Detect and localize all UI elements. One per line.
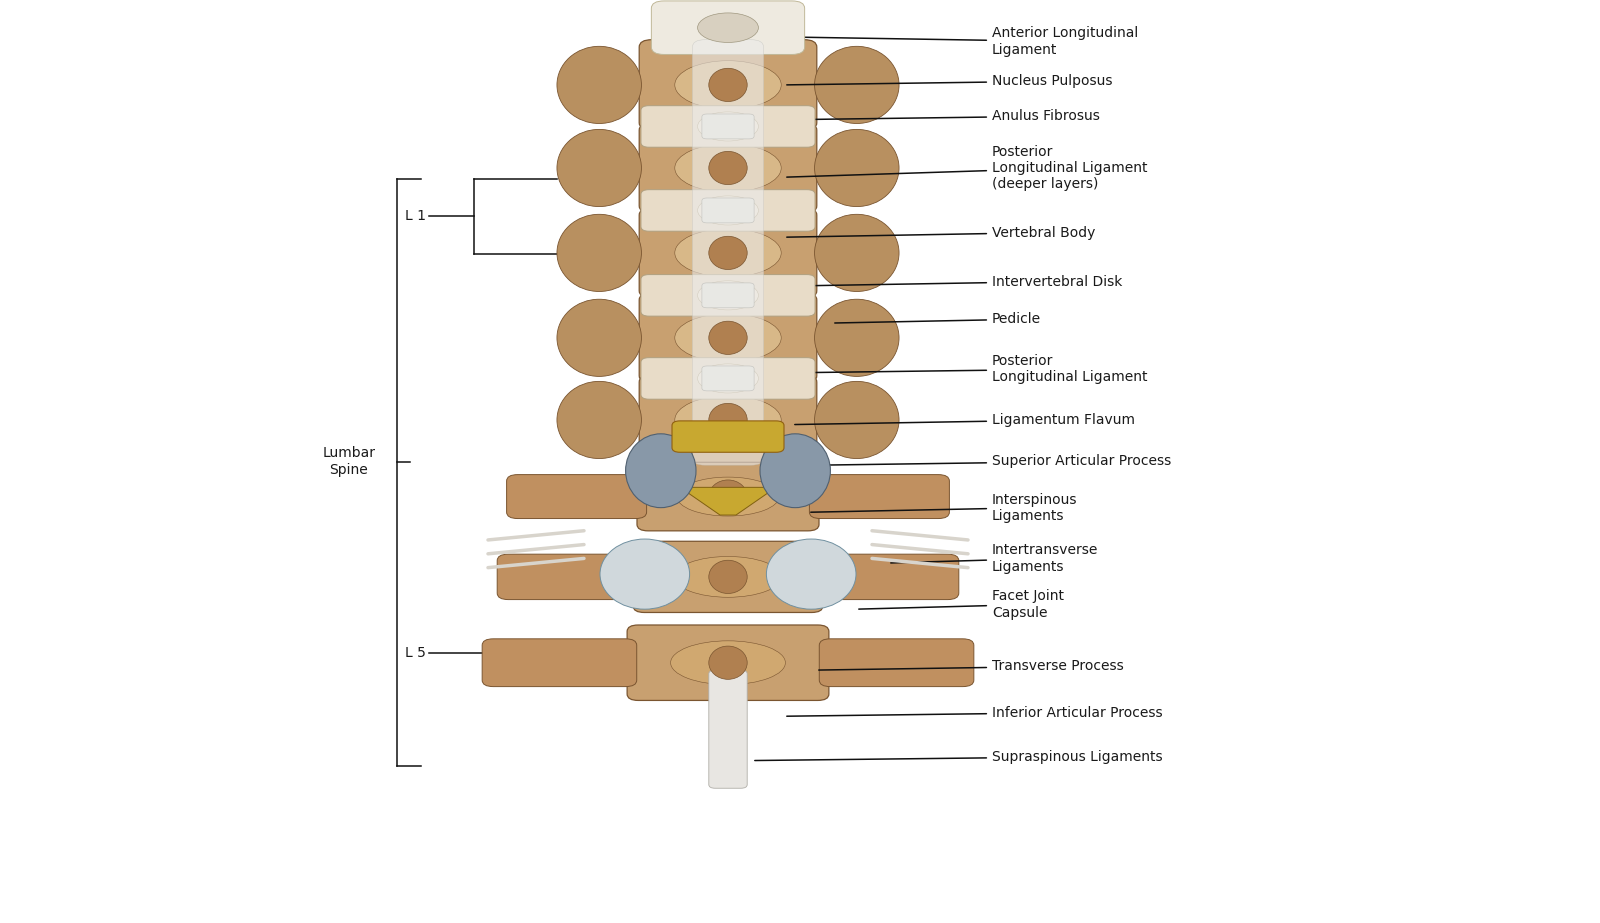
Ellipse shape xyxy=(814,299,899,377)
Ellipse shape xyxy=(814,381,899,459)
Ellipse shape xyxy=(698,364,758,393)
Text: Inferior Articular Process: Inferior Articular Process xyxy=(787,705,1163,720)
Text: L 5: L 5 xyxy=(405,646,426,661)
Ellipse shape xyxy=(675,144,781,192)
Text: Ligamentum Flavum: Ligamentum Flavum xyxy=(795,413,1134,427)
Ellipse shape xyxy=(814,214,899,292)
Text: Supraspinous Ligaments: Supraspinous Ligaments xyxy=(755,749,1163,764)
Text: Nucleus Pulposus: Nucleus Pulposus xyxy=(787,74,1112,89)
Ellipse shape xyxy=(675,557,781,597)
Text: Intervertebral Disk: Intervertebral Disk xyxy=(787,274,1122,289)
Ellipse shape xyxy=(709,151,747,185)
FancyBboxPatch shape xyxy=(640,123,818,213)
Text: Interspinous
Ligaments: Interspinous Ligaments xyxy=(811,493,1077,522)
Ellipse shape xyxy=(675,61,781,109)
Ellipse shape xyxy=(675,396,781,444)
Text: Facet Joint
Capsule: Facet Joint Capsule xyxy=(859,590,1064,619)
FancyBboxPatch shape xyxy=(702,114,754,138)
Ellipse shape xyxy=(814,46,899,124)
FancyBboxPatch shape xyxy=(507,474,646,519)
FancyBboxPatch shape xyxy=(813,554,958,600)
FancyBboxPatch shape xyxy=(810,474,949,519)
Ellipse shape xyxy=(698,13,758,42)
FancyBboxPatch shape xyxy=(666,4,790,469)
Ellipse shape xyxy=(709,236,747,270)
Ellipse shape xyxy=(698,281,758,310)
FancyBboxPatch shape xyxy=(672,421,784,452)
Ellipse shape xyxy=(766,539,856,609)
Ellipse shape xyxy=(675,229,781,277)
FancyBboxPatch shape xyxy=(640,40,818,130)
Ellipse shape xyxy=(670,641,786,685)
Text: Posterior
Longitudinal Ligament: Posterior Longitudinal Ligament xyxy=(787,354,1147,384)
Text: Posterior
Longitudinal Ligament
(deeper layers): Posterior Longitudinal Ligament (deeper … xyxy=(787,145,1147,191)
Text: Transverse Process: Transverse Process xyxy=(819,659,1123,674)
Ellipse shape xyxy=(557,46,642,124)
Text: Anterior Longitudinal
Ligament: Anterior Longitudinal Ligament xyxy=(787,27,1138,56)
Ellipse shape xyxy=(557,129,642,207)
Ellipse shape xyxy=(709,68,747,102)
Ellipse shape xyxy=(698,112,758,141)
Ellipse shape xyxy=(709,480,747,513)
Text: Superior Articular Process: Superior Articular Process xyxy=(819,454,1171,469)
Ellipse shape xyxy=(709,321,747,354)
Text: L 1: L 1 xyxy=(405,210,426,223)
FancyBboxPatch shape xyxy=(640,375,818,465)
Ellipse shape xyxy=(760,434,830,508)
Ellipse shape xyxy=(626,434,696,508)
FancyBboxPatch shape xyxy=(637,462,819,531)
FancyBboxPatch shape xyxy=(634,541,822,613)
FancyBboxPatch shape xyxy=(702,366,754,391)
Polygon shape xyxy=(680,487,776,515)
Ellipse shape xyxy=(600,539,690,609)
FancyBboxPatch shape xyxy=(702,282,754,307)
Ellipse shape xyxy=(557,214,642,292)
FancyBboxPatch shape xyxy=(498,554,643,600)
Ellipse shape xyxy=(675,314,781,362)
FancyBboxPatch shape xyxy=(651,1,805,54)
Ellipse shape xyxy=(709,403,747,437)
FancyBboxPatch shape xyxy=(642,106,814,147)
Ellipse shape xyxy=(709,646,747,679)
FancyBboxPatch shape xyxy=(642,357,814,399)
Ellipse shape xyxy=(557,381,642,459)
Ellipse shape xyxy=(814,129,899,207)
Text: Intertransverse
Ligaments: Intertransverse Ligaments xyxy=(891,544,1098,573)
FancyBboxPatch shape xyxy=(702,198,754,223)
FancyBboxPatch shape xyxy=(819,639,974,687)
Text: Vertebral Body: Vertebral Body xyxy=(787,225,1096,240)
FancyBboxPatch shape xyxy=(642,189,814,232)
FancyBboxPatch shape xyxy=(693,40,763,465)
FancyBboxPatch shape xyxy=(640,293,818,383)
Ellipse shape xyxy=(698,196,758,225)
Text: Pedicle: Pedicle xyxy=(835,312,1042,327)
FancyBboxPatch shape xyxy=(709,670,747,788)
FancyBboxPatch shape xyxy=(627,625,829,701)
Ellipse shape xyxy=(709,560,747,593)
Text: Anulus Fibrosus: Anulus Fibrosus xyxy=(771,109,1099,124)
Ellipse shape xyxy=(557,299,642,377)
FancyBboxPatch shape xyxy=(640,208,818,298)
Text: Lumbar
Spine: Lumbar Spine xyxy=(322,447,376,476)
FancyBboxPatch shape xyxy=(642,274,814,316)
FancyBboxPatch shape xyxy=(482,639,637,687)
Ellipse shape xyxy=(677,477,779,516)
